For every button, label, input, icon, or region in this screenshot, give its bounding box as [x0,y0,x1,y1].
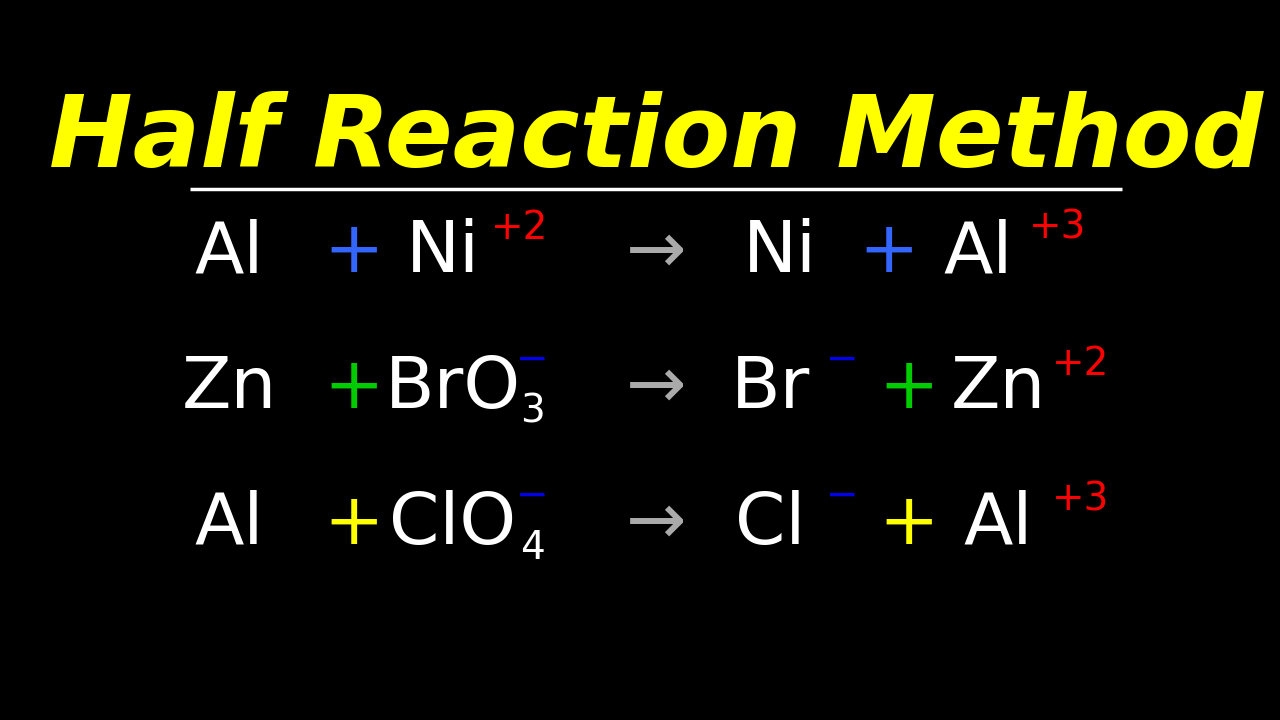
Text: →: → [626,490,686,559]
Text: +: + [323,218,384,287]
Text: +3: +3 [1029,209,1087,247]
Text: +3: +3 [1052,480,1110,518]
Text: 3: 3 [520,393,544,431]
Text: →: → [626,354,686,423]
Text: +2: +2 [1052,345,1110,382]
Text: Al: Al [943,218,1012,287]
Text: −: − [826,477,859,515]
Text: →: → [626,218,686,287]
Text: Al: Al [195,490,264,559]
Text: Half Reaction Method: Half Reaction Method [49,91,1263,188]
Text: −: − [516,477,548,515]
Text: +: + [878,490,940,559]
Text: Ni: Ni [742,218,817,287]
Text: Al: Al [195,218,264,287]
Text: ClO: ClO [389,490,516,559]
Text: BrO: BrO [384,354,521,423]
Text: Zn: Zn [182,354,276,423]
Text: Cl: Cl [735,490,805,559]
Text: Ni: Ni [406,218,480,287]
Text: +2: +2 [490,209,548,247]
Text: −: − [826,341,859,379]
Text: −: − [516,341,548,379]
Text: +: + [323,490,384,559]
Text: Al: Al [964,490,1033,559]
Text: Zn: Zn [951,354,1046,423]
Text: 4: 4 [520,528,544,567]
Text: +: + [859,218,919,287]
Text: +: + [878,354,940,423]
Text: +: + [323,354,384,423]
Text: Br: Br [731,354,810,423]
